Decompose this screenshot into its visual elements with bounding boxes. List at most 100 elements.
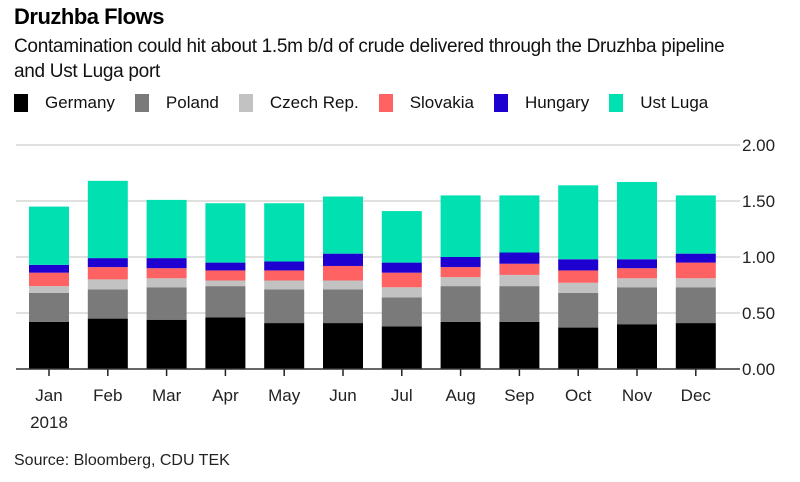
bar-segment-poland: [205, 286, 246, 318]
bar-segment-czech-rep: [264, 280, 305, 290]
bar-segment-hungary: [617, 259, 657, 269]
bar-segment-ust-luga: [146, 199, 187, 259]
x-tick-label: Jan: [35, 386, 62, 405]
x-tick-label: Nov: [622, 386, 653, 405]
y-tick-label: 1.50: [742, 192, 775, 211]
legend-label: Poland: [165, 93, 219, 112]
chart-subtitle: Contamination could hit about 1.5m b/d o…: [14, 36, 725, 82]
y-tick-label: 0.00: [742, 360, 775, 379]
legend-swatch: [378, 94, 393, 112]
bar-segment-ust-luga: [323, 196, 363, 254]
legend-item: Hungary: [493, 93, 590, 113]
bar-segment-hungary: [381, 262, 422, 273]
legend-item: Czech Rep.: [238, 93, 359, 113]
bar-segment-czech-rep: [381, 287, 422, 298]
x-tick-label: Jul: [391, 386, 413, 405]
bar-segment-slovakia: [29, 272, 69, 287]
bar-segment-ust-luga: [205, 203, 246, 263]
bar-segment-germany: [381, 326, 422, 369]
bar-segment-slovakia: [323, 265, 363, 281]
bar-segment-poland: [381, 297, 422, 327]
bar-segment-czech-rep: [558, 282, 599, 293]
bar-segment-ust-luga: [440, 195, 481, 257]
bar-segment-germany: [675, 323, 716, 369]
x-tick-label: Dec: [681, 386, 712, 405]
legend-label: Hungary: [524, 93, 590, 112]
bar-segment-germany: [558, 327, 599, 369]
bar-segment-germany: [87, 318, 128, 369]
x-tick-label: Apr: [212, 386, 239, 405]
legend-item: Ust Luga: [609, 93, 708, 113]
bar-segment-slovakia: [617, 268, 657, 279]
y-tick-label: 0.50: [742, 304, 775, 323]
bar-segment-czech-rep: [323, 280, 363, 290]
bar-segment-ust-luga: [87, 180, 128, 259]
bar-segment-ust-luga: [264, 203, 305, 262]
bar-segment-slovakia: [205, 270, 246, 281]
bar-segment-hungary: [29, 264, 69, 273]
x-tick-label: Oct: [565, 386, 592, 405]
legend-item: Slovakia: [378, 93, 474, 113]
legend: Germany Poland Czech Rep. Slovakia Hungary Us…: [14, 93, 728, 113]
x-tick-label: Feb: [93, 386, 122, 405]
bar-segment-poland: [87, 289, 128, 319]
legend-label: Slovakia: [409, 93, 474, 112]
x-year-label: 2018: [30, 413, 68, 432]
bar-segment-czech-rep: [146, 278, 187, 288]
bar-segment-hungary: [558, 259, 599, 271]
bar-segment-ust-luga: [381, 211, 422, 263]
bar-segment-hungary: [146, 258, 187, 269]
bar-segment-poland: [29, 292, 69, 322]
bar-segment-czech-rep: [205, 280, 246, 287]
bar-segment-germany: [264, 323, 305, 369]
bar-segment-germany: [499, 321, 540, 369]
bar-segment-poland: [675, 287, 716, 324]
legend-swatch: [238, 94, 253, 112]
bar-segment-hungary: [205, 262, 246, 271]
bar-segment-slovakia: [264, 270, 305, 281]
legend-item: Germany: [14, 93, 115, 113]
bar-segment-hungary: [264, 261, 305, 271]
bar-segment-poland: [146, 287, 187, 320]
x-tick-label: May: [268, 386, 301, 405]
x-tick-label: Jun: [329, 386, 356, 405]
bar-segment-germany: [29, 321, 69, 369]
bar-segment-slovakia: [675, 262, 716, 279]
legend-swatch: [134, 94, 149, 112]
bar-segment-ust-luga: [675, 195, 716, 254]
bar-segment-hungary: [323, 253, 363, 266]
bar-segment-hungary: [675, 253, 716, 263]
bar-segment-slovakia: [440, 267, 481, 278]
bar-segment-germany: [323, 323, 363, 369]
legend-swatch: [609, 94, 624, 112]
bar-segment-czech-rep: [29, 286, 69, 293]
bar-segment-poland: [499, 286, 540, 322]
bar-segment-ust-luga: [29, 206, 69, 265]
bar-segment-slovakia: [87, 267, 128, 280]
bar-segment-hungary: [87, 258, 128, 268]
legend-swatch: [14, 94, 28, 112]
bar-segment-czech-rep: [617, 278, 657, 288]
bar-segment-czech-rep: [440, 277, 481, 287]
legend-item: Poland: [134, 93, 219, 113]
bar-segment-slovakia: [381, 272, 422, 288]
bar-segment-germany: [205, 317, 246, 369]
bar-segment-hungary: [499, 252, 540, 264]
bar-segment-ust-luga: [617, 181, 657, 260]
legend-label: Germany: [45, 93, 115, 112]
bar-segment-slovakia: [146, 268, 187, 279]
bar-segment-poland: [440, 286, 481, 322]
bar-segment-czech-rep: [87, 279, 128, 290]
legend-swatch: [493, 94, 508, 112]
y-tick-label: 2.00: [742, 136, 775, 155]
bar-segment-germany: [440, 321, 481, 369]
bar-segment-poland: [617, 287, 657, 325]
bar-segment-ust-luga: [558, 185, 599, 260]
bar-segment-ust-luga: [499, 195, 540, 253]
bar-segment-poland: [558, 292, 599, 328]
legend-label: Czech Rep.: [269, 93, 359, 112]
legend-label: Ust Luga: [640, 93, 709, 112]
bar-segment-slovakia: [558, 270, 599, 283]
source-note: Source: Bloomberg, CDU TEK: [14, 452, 230, 469]
